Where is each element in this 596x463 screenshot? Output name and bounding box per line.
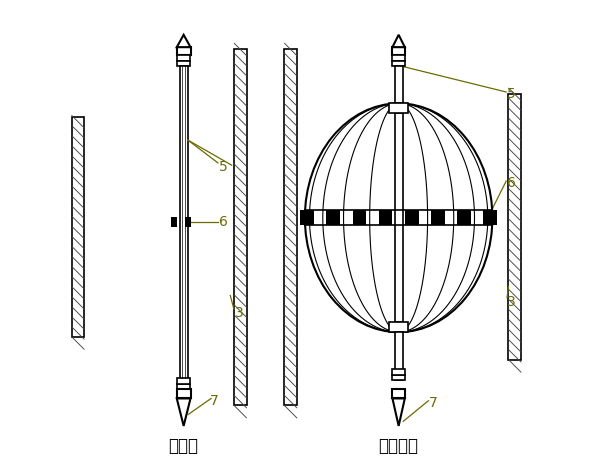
- Bar: [392, 56, 405, 61]
- Text: 5: 5: [219, 160, 228, 174]
- Bar: [457, 211, 471, 225]
- Bar: [353, 211, 367, 225]
- Bar: [390, 103, 408, 113]
- Bar: [392, 389, 405, 399]
- Bar: [177, 389, 191, 399]
- Bar: [72, 117, 85, 337]
- Bar: [300, 211, 314, 225]
- Bar: [177, 384, 190, 389]
- Polygon shape: [177, 35, 191, 47]
- Polygon shape: [392, 399, 405, 426]
- Bar: [185, 217, 191, 227]
- Bar: [392, 375, 405, 380]
- Bar: [179, 66, 188, 389]
- Bar: [177, 56, 190, 61]
- Bar: [392, 47, 405, 56]
- Bar: [234, 49, 247, 405]
- Polygon shape: [177, 399, 191, 426]
- Bar: [395, 332, 403, 380]
- Bar: [508, 94, 522, 360]
- Bar: [392, 369, 405, 375]
- Text: 6: 6: [507, 176, 516, 190]
- Bar: [171, 217, 177, 227]
- Text: 3: 3: [507, 295, 516, 309]
- Bar: [378, 211, 392, 225]
- Text: 7: 7: [429, 396, 438, 410]
- Bar: [327, 211, 340, 225]
- Text: 5: 5: [507, 87, 516, 101]
- Text: 7: 7: [210, 394, 219, 408]
- Bar: [395, 113, 403, 322]
- Text: 工作状态: 工作状态: [378, 438, 418, 456]
- Polygon shape: [392, 35, 405, 47]
- Bar: [177, 61, 190, 66]
- Bar: [284, 49, 297, 405]
- Bar: [392, 61, 405, 66]
- Bar: [431, 211, 445, 225]
- Text: 工作前: 工作前: [169, 438, 198, 456]
- Bar: [483, 211, 497, 225]
- Bar: [390, 322, 408, 332]
- Bar: [405, 211, 418, 225]
- Text: 6: 6: [219, 215, 228, 229]
- Bar: [395, 66, 403, 103]
- Bar: [177, 47, 191, 56]
- Text: 3: 3: [235, 306, 244, 320]
- Bar: [177, 378, 190, 384]
